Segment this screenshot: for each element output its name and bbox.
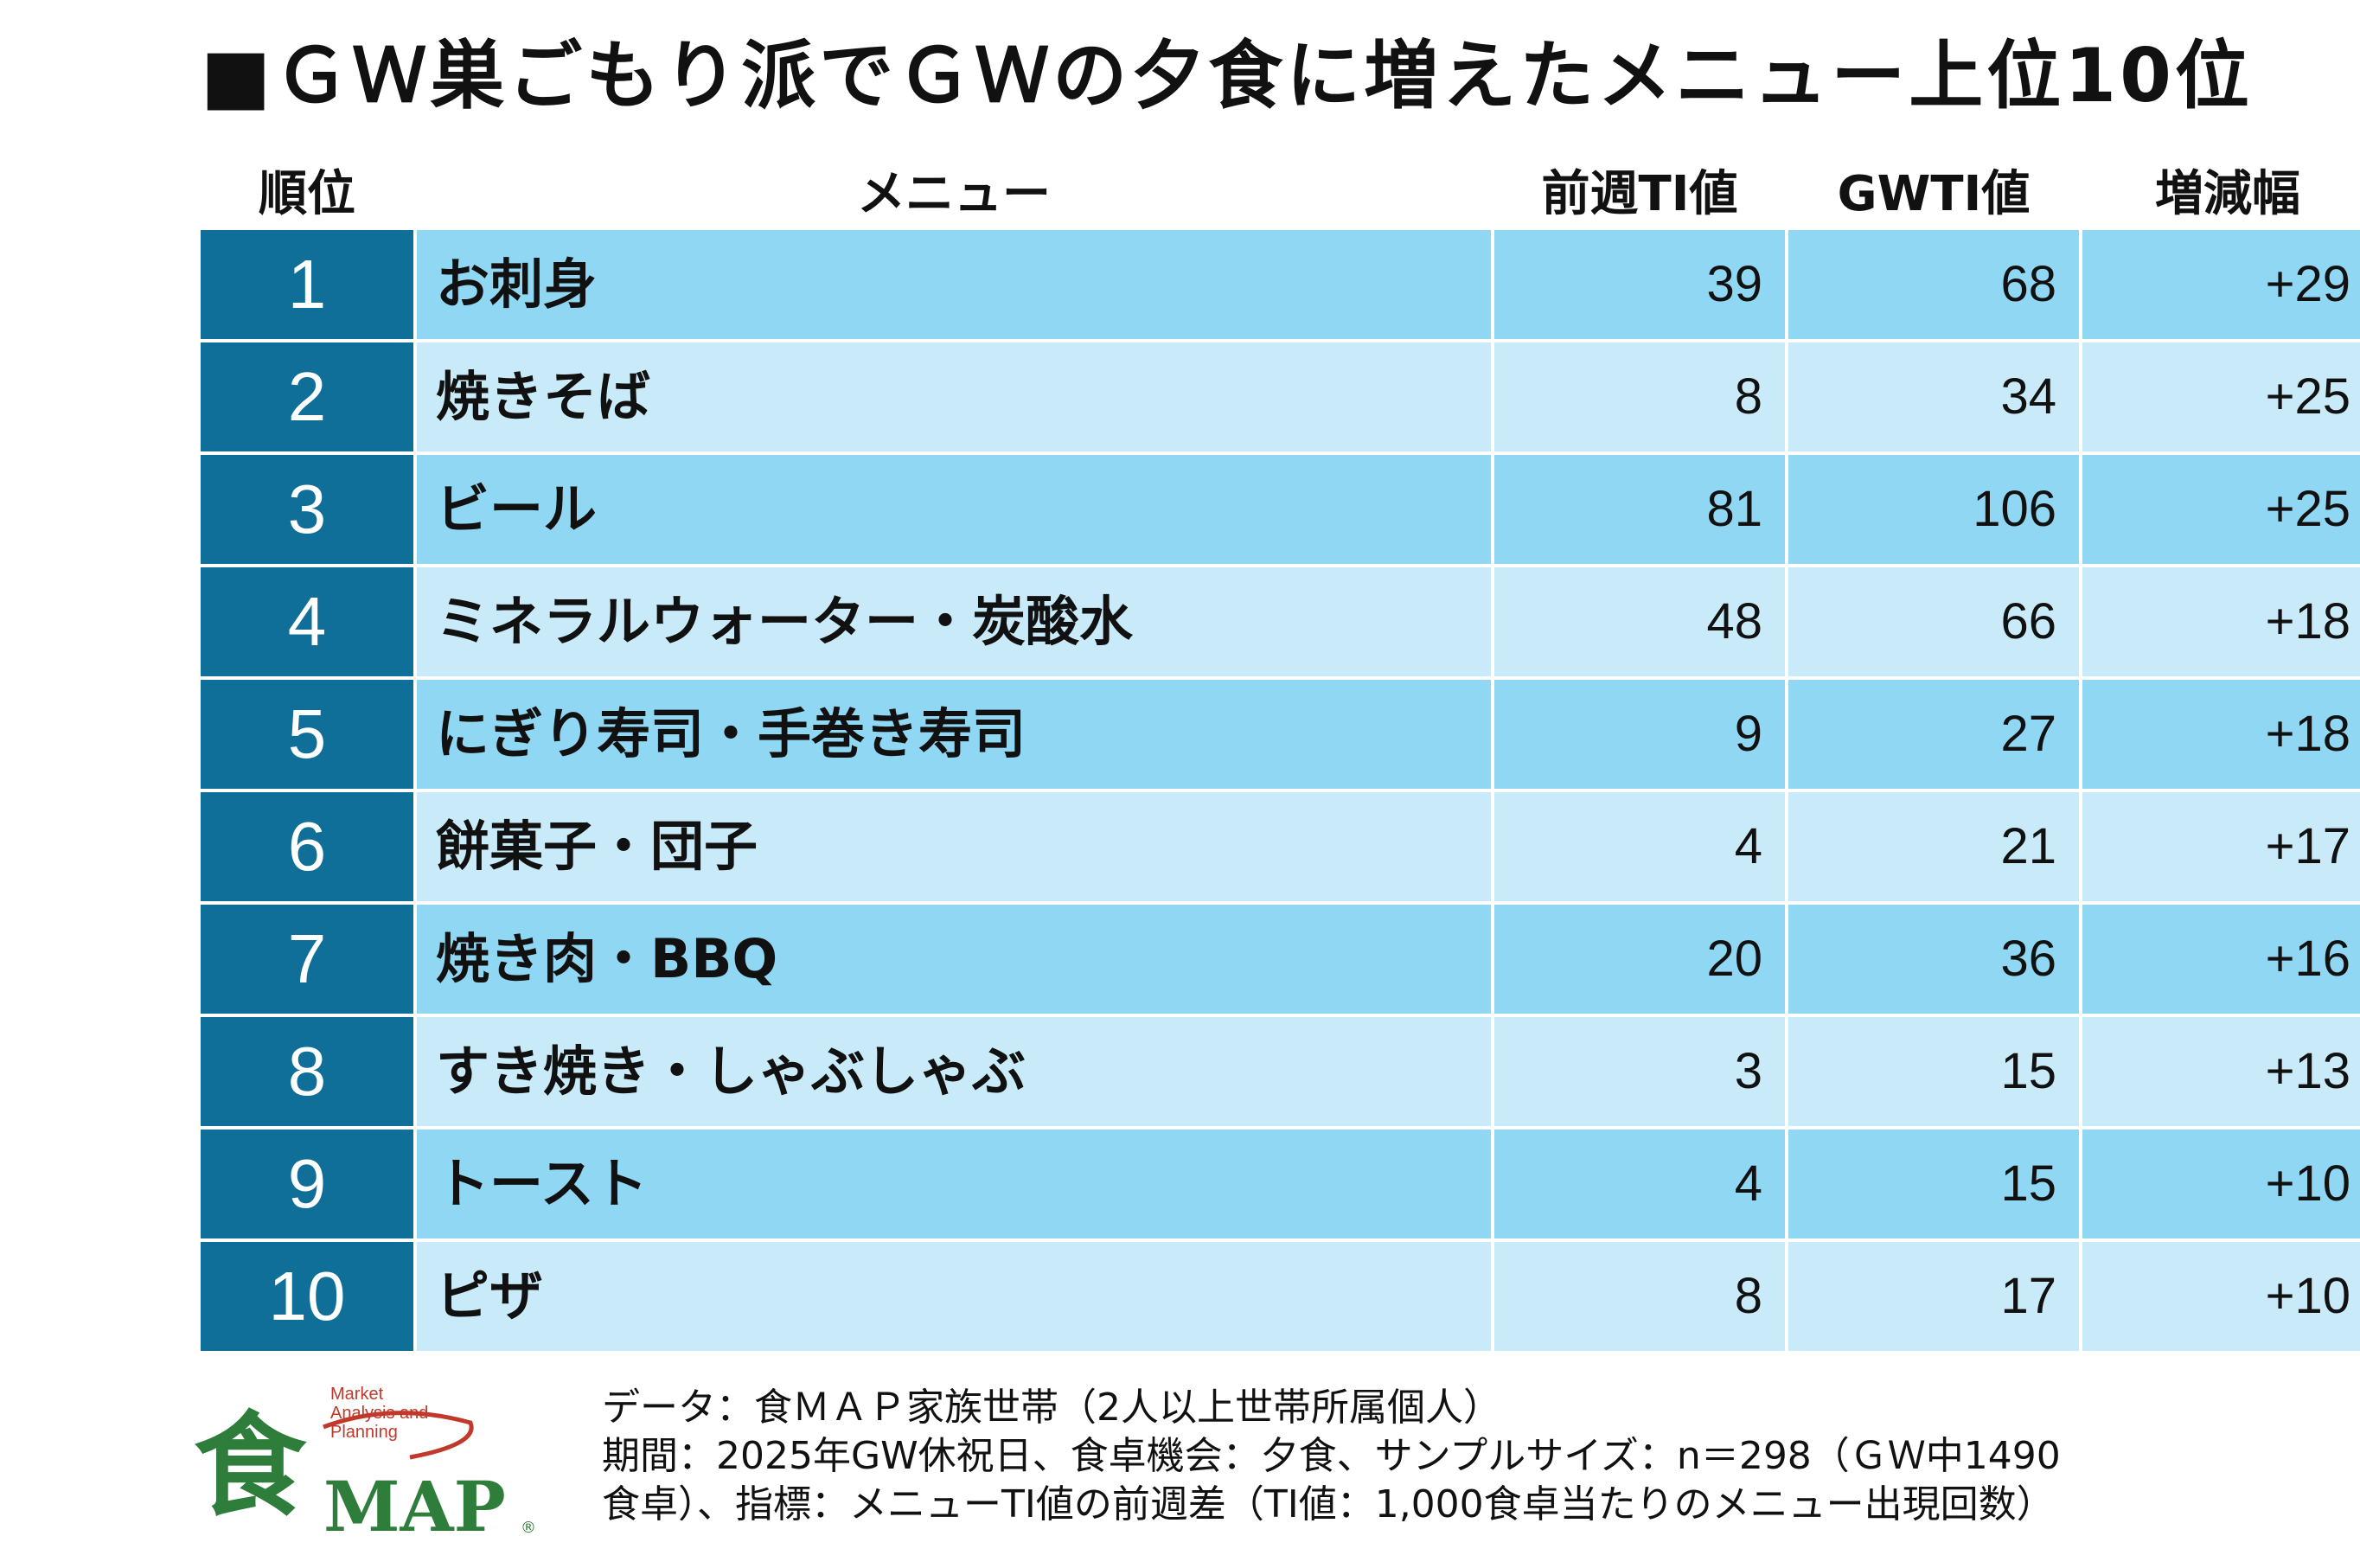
gw-ti-cell: 68 [1788, 230, 2079, 339]
menu-cell: ミネラルウォーター・炭酸水 [417, 567, 1491, 676]
logo-swoosh [323, 1411, 474, 1460]
table-row: 4 ミネラルウォーター・炭酸水 48 66 +18 [201, 567, 2360, 676]
menu-cell: ビール [417, 455, 1491, 564]
prev-ti-cell: 8 [1494, 1242, 1785, 1351]
shoku-map-logo: 食 MAP ® Market Analysis and Planning [194, 1385, 536, 1547]
diff-cell: +10 [2082, 1130, 2360, 1238]
prev-ti-cell: 3 [1494, 1017, 1785, 1126]
table-row: 1 お刺身 39 68 +29 [201, 230, 2360, 339]
table-row: 8 すき焼き・しゃぶしゃぶ 3 15 +13 [201, 1017, 2360, 1126]
header-gw-ti: GWTI値 [1837, 166, 2031, 222]
header-diff: 増減幅 [2155, 166, 2300, 222]
header-prev-ti: 前週TI値 [1541, 166, 1738, 222]
diff-cell: +10 [2082, 1242, 2360, 1351]
gw-ti-cell: 17 [1788, 1242, 2079, 1351]
footer-data-source: データ：食ＭＡＰ家族世帯（2人以上世帯所属個人） [602, 1386, 1501, 1430]
prev-ti-cell: 20 [1494, 905, 1785, 1014]
logo-tagline-2: Analysis and [330, 1404, 428, 1423]
rank-cell: 8 [201, 1017, 413, 1126]
menu-cell: すき焼き・しゃぶしゃぶ [417, 1017, 1491, 1126]
rank-cell: 10 [201, 1242, 413, 1351]
menu-cell: 焼きそば [417, 342, 1491, 451]
table-row: 5 にぎり寿司・手巻き寿司 9 27 +18 [201, 680, 2360, 789]
table-row: 7 焼き肉・BBQ 20 36 +16 [201, 905, 2360, 1014]
diff-cell: +29 [2082, 230, 2360, 339]
table-header: 順位 メニュー 前週TI値 GWTI値 増減幅 [201, 156, 2300, 234]
diff-cell: +18 [2082, 680, 2360, 789]
table-row: 10 ピザ 8 17 +10 [201, 1242, 2360, 1351]
diff-cell: +18 [2082, 567, 2360, 676]
menu-cell: トースト [417, 1130, 1491, 1238]
rank-cell: 1 [201, 230, 413, 339]
footer-period: 期間：2025年GW休祝日、食卓機会：夕食、サンプルサイズ：n＝298（ＧＷ中1… [602, 1434, 2061, 1478]
gw-ti-cell: 66 [1788, 567, 2079, 676]
prev-ti-cell: 4 [1494, 792, 1785, 901]
logo-tagline-1: Market [330, 1385, 384, 1404]
diff-cell: +13 [2082, 1017, 2360, 1126]
rank-cell: 7 [201, 905, 413, 1014]
gw-ti-cell: 36 [1788, 905, 2079, 1014]
prev-ti-cell: 8 [1494, 342, 1785, 451]
logo-registered-mark: ® [521, 1519, 536, 1537]
gw-ti-cell: 15 [1788, 1130, 2079, 1238]
header-menu: メニュー [857, 166, 1051, 222]
menu-cell: 餅菓子・団子 [417, 792, 1491, 901]
diff-cell: +25 [2082, 455, 2360, 564]
gw-ti-cell: 27 [1788, 680, 2079, 789]
prev-ti-cell: 81 [1494, 455, 1785, 564]
gw-ti-cell: 106 [1788, 455, 2079, 564]
diff-cell: +17 [2082, 792, 2360, 901]
menu-cell: にぎり寿司・手巻き寿司 [417, 680, 1491, 789]
prev-ti-cell: 4 [1494, 1130, 1785, 1238]
rank-cell: 6 [201, 792, 413, 901]
logo-kanji: 食 [194, 1399, 307, 1532]
footer-index: 食卓）、指標：メニューTI値の前週差（TI値：1,000食卓当たりのメニュー出現… [602, 1482, 2055, 1526]
rank-cell: 2 [201, 342, 413, 451]
page-title: ■ＧＷ巣ごもり派でＧＷの夕食に増えたメニュー上位10位 [201, 33, 2253, 119]
logo-map-text: MAP [323, 1466, 506, 1547]
rank-cell: 4 [201, 567, 413, 676]
diff-cell: +16 [2082, 905, 2360, 1014]
gw-ti-cell: 34 [1788, 342, 2079, 451]
table-row: 9 トースト 4 15 +10 [201, 1130, 2360, 1238]
footer-notes: データ：食ＭＡＰ家族世帯（2人以上世帯所属個人） 期間：2025年GW休祝日、食… [602, 1384, 2331, 1529]
prev-ti-cell: 9 [1494, 680, 1785, 789]
menu-cell: ピザ [417, 1242, 1491, 1351]
rank-cell: 9 [201, 1130, 413, 1238]
gw-ti-cell: 21 [1788, 792, 2079, 901]
menu-cell: お刺身 [417, 230, 1491, 339]
table-row: 6 餅菓子・団子 4 21 +17 [201, 792, 2360, 901]
table-row: 2 焼きそば 8 34 +25 [201, 342, 2360, 451]
prev-ti-cell: 39 [1494, 230, 1785, 339]
rank-cell: 3 [201, 455, 413, 564]
logo-tagline-3: Planning [330, 1423, 398, 1442]
rank-cell: 5 [201, 680, 413, 789]
menu-cell: 焼き肉・BBQ [417, 905, 1491, 1014]
prev-ti-cell: 48 [1494, 567, 1785, 676]
table-row: 3 ビール 81 106 +25 [201, 455, 2360, 564]
gw-ti-cell: 15 [1788, 1017, 2079, 1126]
header-rank: 順位 [259, 166, 355, 222]
diff-cell: +25 [2082, 342, 2360, 451]
